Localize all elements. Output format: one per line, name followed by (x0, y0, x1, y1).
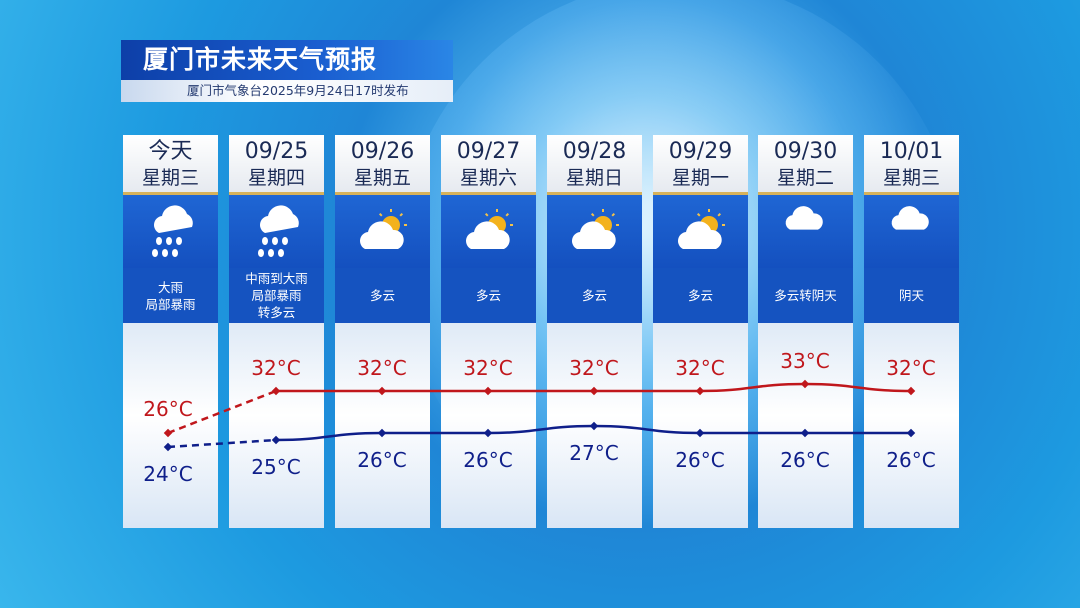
date: 09/25 (244, 139, 309, 164)
heavy-rain-icon (123, 195, 218, 268)
description-line: 大雨 (157, 279, 183, 295)
weather-description: 多云 (653, 268, 748, 323)
cloudy-icon (864, 195, 959, 268)
day-header: 09/25 星期四 (229, 135, 324, 195)
day-header: 09/28 星期日 (547, 135, 642, 195)
weekday: 星期三 (141, 167, 199, 189)
date: 09/29 (668, 139, 733, 164)
description-line: 多云 (475, 288, 501, 303)
temperature-area (441, 323, 536, 528)
date: 09/27 (456, 139, 521, 164)
date: 10/01 (879, 139, 944, 164)
description-line: 多云 (581, 288, 607, 303)
temperature-area (758, 323, 853, 528)
temperature-area (123, 323, 218, 528)
forecast-day: 今天星期三 大雨 局部暴雨 (123, 135, 218, 528)
publish-info: 厦门市气象台2025年9月24日17时发布 (121, 80, 453, 102)
day-header: 09/27 星期六 (441, 135, 536, 195)
day-header: 09/30 星期二 (758, 135, 853, 195)
weather-description: 多云 (547, 268, 642, 323)
partly-cloudy-icon (547, 195, 642, 268)
forecast-day: 09/28 星期日 多云 (547, 135, 642, 528)
weather-description: 多云转阴天 (758, 268, 853, 323)
weekday: 星期五 (353, 167, 411, 189)
weekday: 星期一 (671, 167, 729, 189)
day-header: 10/01 星期三 (864, 135, 959, 195)
partly-cloudy-icon (653, 195, 748, 268)
forecast-day: 09/26 星期五 多云 (335, 135, 430, 528)
weather-description: 多云 (335, 268, 430, 323)
description-line: 转多云 (257, 305, 296, 320)
forecast-day: 10/01 星期三 阴天 (864, 135, 959, 528)
description-line: 局部暴雨 (145, 296, 196, 312)
forecast-day: 09/29 星期一 多云 (653, 135, 748, 528)
partly-cloudy-icon (441, 195, 536, 268)
temperature-area (335, 323, 430, 528)
forecast-day: 09/27 星期六 多云 (441, 135, 536, 528)
temperature-area (229, 323, 324, 528)
heavy-rain-icon (229, 195, 324, 268)
day-header: 今天 星期三 (123, 135, 218, 195)
date: 09/28 (562, 139, 627, 164)
weekday: 星期日 (565, 167, 623, 189)
weekday: 星期三 (882, 167, 940, 189)
weekday: 星期二 (776, 167, 834, 189)
weekday: 星期四 (247, 167, 305, 189)
description-line: 中雨到大雨 (245, 271, 308, 286)
weather-description: 多云 (441, 268, 536, 323)
temperature-area (864, 323, 959, 528)
date: 09/30 (773, 139, 838, 164)
description-line: 多云转阴天 (774, 288, 837, 303)
partly-cloudy-icon (335, 195, 430, 268)
description-line: 多云 (369, 288, 395, 303)
date: 09/26 (350, 139, 415, 164)
description-line: 阴天 (898, 288, 924, 303)
weekday: 星期六 (459, 167, 517, 189)
forecast-day: 09/30 星期二 多云转阴天 (758, 135, 853, 528)
weather-description: 中雨到大雨局部暴雨转多云 (229, 268, 324, 323)
day-header: 09/29 星期一 (653, 135, 748, 195)
weather-description: 大雨 局部暴雨 (123, 268, 218, 323)
day-header: 09/26 星期五 (335, 135, 430, 195)
temperature-area (653, 323, 748, 528)
page-title: 厦门市未来天气预报 (121, 40, 453, 80)
weather-description: 阴天 (864, 268, 959, 323)
description-line: 局部暴雨 (251, 288, 302, 303)
date: 今天 (148, 139, 193, 164)
forecast-day: 09/25 星期四 中雨到大雨局部暴雨转多云 (229, 135, 324, 528)
cloudy-icon (758, 195, 853, 268)
title-banner: 厦门市未来天气预报 厦门市气象台2025年9月24日17时发布 (121, 40, 453, 102)
description-line: 多云 (687, 288, 713, 303)
temperature-area (547, 323, 642, 528)
